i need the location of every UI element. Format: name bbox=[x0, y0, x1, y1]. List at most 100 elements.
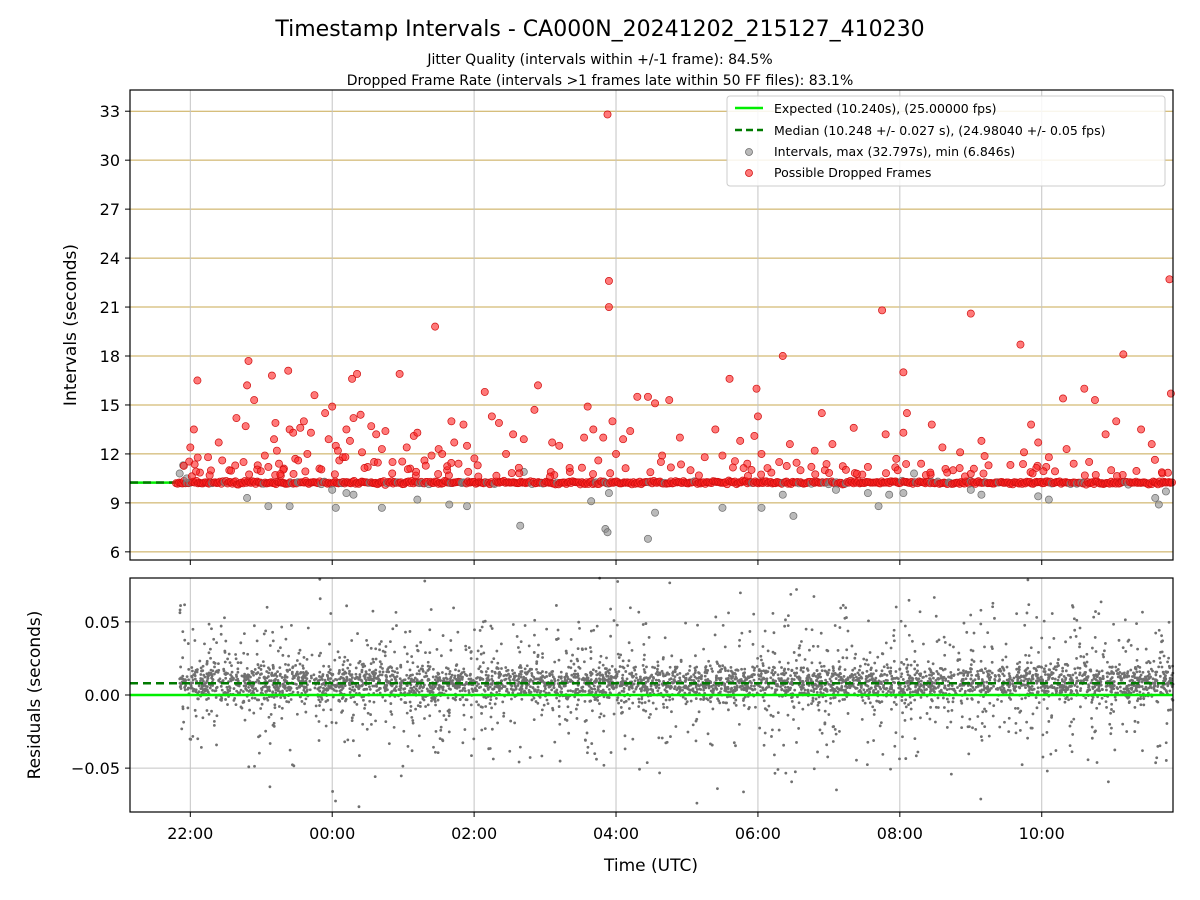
residual-point bbox=[863, 662, 867, 666]
residual-point bbox=[1041, 755, 1045, 759]
residual-point bbox=[489, 698, 493, 702]
residual-point bbox=[350, 716, 354, 720]
residual-point bbox=[178, 608, 182, 612]
residual-point bbox=[517, 760, 521, 764]
residual-point bbox=[801, 681, 804, 684]
residual-point bbox=[976, 670, 980, 673]
residual-point bbox=[695, 690, 699, 694]
residual-point bbox=[369, 662, 373, 666]
residual-point bbox=[770, 671, 774, 675]
residual-point bbox=[918, 610, 922, 614]
residual-point bbox=[926, 660, 930, 664]
residual-point bbox=[260, 688, 264, 692]
residual-point bbox=[853, 666, 857, 670]
residual-point bbox=[523, 689, 527, 693]
residual-point bbox=[551, 669, 555, 673]
residual-point bbox=[1061, 666, 1064, 670]
intervals-y-tick-label: 33 bbox=[100, 102, 120, 121]
residual-point bbox=[646, 679, 650, 683]
residual-point bbox=[983, 645, 986, 649]
residual-point bbox=[1105, 706, 1108, 709]
residual-point bbox=[371, 609, 375, 613]
residual-point bbox=[446, 696, 450, 700]
residual-point bbox=[851, 668, 855, 672]
residual-point bbox=[861, 671, 865, 675]
residual-point bbox=[1073, 628, 1077, 632]
residual-point bbox=[1049, 752, 1053, 756]
residual-point bbox=[354, 666, 358, 670]
residual-point bbox=[287, 685, 291, 689]
residual-point bbox=[588, 646, 592, 649]
residual-point bbox=[257, 735, 260, 739]
residual-point bbox=[786, 661, 790, 665]
residual-point bbox=[900, 661, 903, 664]
residual-point bbox=[867, 619, 870, 623]
residual-point bbox=[784, 618, 787, 622]
residual-point bbox=[208, 686, 212, 690]
residual-point bbox=[673, 675, 677, 679]
residual-point bbox=[553, 740, 557, 744]
residual-point bbox=[949, 720, 953, 724]
dropped-frame-point bbox=[519, 435, 528, 444]
residual-point bbox=[716, 787, 719, 791]
residual-point bbox=[368, 685, 371, 689]
residual-point bbox=[1030, 726, 1034, 730]
residual-point bbox=[262, 632, 266, 636]
residual-point bbox=[621, 673, 625, 677]
residual-point bbox=[688, 664, 692, 668]
residual-point bbox=[393, 650, 396, 654]
residual-point bbox=[328, 642, 331, 646]
dropped-frame-point bbox=[1051, 467, 1059, 476]
residual-point bbox=[538, 695, 542, 699]
residual-point bbox=[752, 668, 756, 672]
residual-point bbox=[1040, 665, 1044, 669]
residual-point bbox=[841, 656, 845, 660]
residual-point bbox=[820, 731, 824, 735]
residual-point bbox=[540, 754, 544, 758]
residual-point bbox=[319, 651, 322, 655]
residual-point bbox=[318, 597, 322, 601]
residual-point bbox=[421, 664, 424, 668]
residual-point bbox=[881, 690, 885, 694]
residual-point bbox=[329, 672, 333, 676]
residual-point bbox=[545, 627, 549, 631]
residual-point bbox=[868, 651, 872, 654]
residual-point bbox=[341, 676, 345, 680]
residual-point bbox=[363, 703, 367, 707]
residual-point bbox=[399, 686, 403, 690]
residual-point bbox=[257, 666, 261, 669]
residual-points bbox=[178, 576, 1175, 809]
residual-point bbox=[786, 677, 790, 681]
residual-point bbox=[500, 667, 503, 670]
residual-point bbox=[467, 646, 471, 649]
residual-point bbox=[550, 688, 554, 692]
residual-point bbox=[1063, 700, 1067, 704]
residual-point bbox=[411, 661, 415, 665]
residual-point bbox=[1090, 736, 1094, 740]
residual-point bbox=[247, 699, 251, 702]
residual-point bbox=[1035, 706, 1039, 710]
dropped-frame-point bbox=[321, 409, 330, 418]
residual-point bbox=[436, 671, 440, 675]
dropped-frame-point bbox=[190, 460, 199, 469]
residual-point bbox=[864, 677, 868, 681]
residual-point bbox=[1130, 678, 1133, 682]
residual-point bbox=[697, 710, 701, 714]
dropped-frame-point bbox=[403, 465, 412, 474]
residual-point bbox=[1045, 769, 1049, 773]
residual-point bbox=[240, 706, 244, 710]
residual-point bbox=[1133, 719, 1137, 723]
residual-point bbox=[1136, 647, 1139, 651]
residual-point bbox=[865, 669, 869, 673]
residual-point bbox=[635, 676, 638, 680]
dropped-frame-point bbox=[589, 425, 598, 434]
dropped-frame-point bbox=[227, 466, 235, 475]
residual-point bbox=[673, 687, 676, 691]
residual-point bbox=[930, 699, 934, 703]
residual-point bbox=[470, 754, 473, 757]
residual-point bbox=[885, 687, 889, 690]
residual-point bbox=[1119, 689, 1123, 693]
residual-point bbox=[783, 667, 787, 671]
residual-point bbox=[280, 716, 284, 720]
